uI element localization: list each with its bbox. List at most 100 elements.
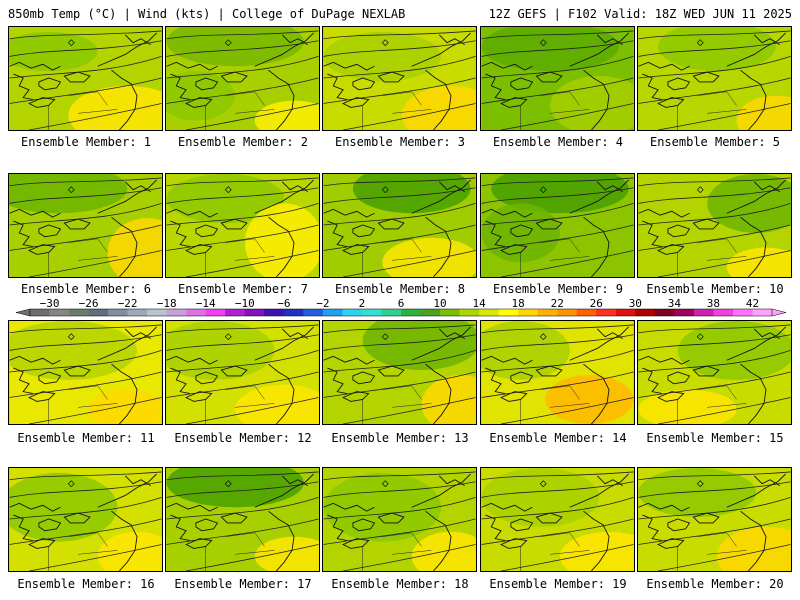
colorbar-swatch	[381, 309, 402, 316]
colorbar-swatch	[732, 309, 753, 316]
ensemble-map-panel	[637, 467, 792, 572]
colorbar-tick-label: −30	[40, 297, 60, 310]
ensemble-member-caption: Ensemble Member: 13	[331, 431, 469, 445]
colorbar-swatch	[205, 309, 226, 316]
colorbar-swatch	[615, 309, 636, 316]
ensemble-member-caption: Ensemble Member: 5	[649, 135, 781, 149]
model-valid-time: 12Z GEFS | F102 Valid: 18Z WED JUN 11 20…	[488, 7, 792, 21]
ensemble-member-caption: Ensemble Member: 11	[17, 431, 155, 445]
ensemble-map-panel	[637, 26, 792, 131]
ensemble-map-panel	[165, 320, 320, 425]
colorbar-swatch	[654, 309, 675, 316]
colorbar-tick-label: 38	[707, 297, 720, 310]
ensemble-member-caption: Ensemble Member: 2	[177, 135, 309, 149]
ensemble-map-panel	[8, 467, 163, 572]
colorbar-tick-label: 2	[359, 297, 366, 310]
colorbar-swatch	[342, 309, 363, 316]
colorbar-swatch	[88, 309, 109, 316]
ensemble-member-caption: Ensemble Member: 9	[492, 282, 624, 296]
colorbar-swatch	[674, 309, 695, 316]
colorbar-swatch	[401, 309, 421, 316]
ensemble-map-panel	[165, 467, 320, 572]
ensemble-map-panel	[322, 26, 477, 131]
temperature-colorbar: −30 −26 −22 −18 −14 −10 −6 −2 2 6 10 14 18 22 26 30 34 38…	[15, 297, 787, 317]
ensemble-map-panel	[8, 26, 163, 131]
colorbar-tick-label: 6	[398, 297, 405, 310]
colorbar-swatch	[498, 309, 519, 316]
colorbar-swatch	[361, 309, 382, 316]
colorbar-swatch	[537, 309, 558, 316]
colorbar-tick-label: 18	[512, 297, 525, 310]
colorbar-swatch	[440, 309, 460, 316]
ensemble-member-caption: Ensemble Member: 1	[20, 135, 152, 149]
colorbar-tick-label: 22	[551, 297, 564, 310]
colorbar-tick-label: 26	[590, 297, 603, 310]
ensemble-member-caption: Ensemble Member: 14	[489, 431, 627, 445]
ensemble-map-panel	[480, 26, 635, 131]
colorbar-tick-label: 10	[433, 297, 446, 310]
ensemble-map-panel	[480, 173, 635, 278]
colorbar-swatch	[303, 309, 324, 316]
ensemble-member-caption: Ensemble Member: 8	[334, 282, 466, 296]
colorbar-tick-label: 30	[629, 297, 642, 310]
ensemble-member-caption: Ensemble Member: 17	[174, 577, 312, 591]
colorbar-right-arrow	[771, 308, 787, 317]
colorbar-swatch	[420, 309, 441, 316]
ensemble-map-panel	[480, 320, 635, 425]
colorbar-swatch	[30, 309, 50, 316]
ensemble-map-panel	[637, 320, 792, 425]
colorbar-tick-label: −22	[118, 297, 138, 310]
colorbar-swatch	[752, 309, 773, 316]
ensemble-map-panel	[480, 467, 635, 572]
colorbar-swatch	[459, 309, 480, 316]
colorbar-swatch	[479, 309, 499, 316]
colorbar-frame	[29, 308, 773, 317]
colorbar-tick-label: −18	[157, 297, 177, 310]
ensemble-member-caption: Ensemble Member: 10	[646, 282, 784, 296]
map-title: 850mb Temp (°C) | Wind (kts) | College o…	[8, 7, 406, 21]
colorbar-tick-label: −2	[316, 297, 329, 310]
colorbar-tick-label: 42	[746, 297, 759, 310]
colorbar-left-arrow	[15, 308, 31, 317]
colorbar-swatch	[264, 309, 285, 316]
ensemble-member-caption: Ensemble Member: 16	[17, 577, 155, 591]
ensemble-member-caption: Ensemble Member: 12	[174, 431, 312, 445]
colorbar-swatch	[49, 309, 70, 316]
colorbar-swatch	[635, 309, 656, 316]
ensemble-map-panel	[322, 173, 477, 278]
colorbar-swatch	[69, 309, 89, 316]
ensemble-map-panel	[165, 26, 320, 131]
ensemble-member-caption: Ensemble Member: 6	[20, 282, 152, 296]
colorbar-swatch	[557, 309, 578, 316]
colorbar-swatch	[283, 309, 304, 316]
colorbar-swatch	[518, 309, 538, 316]
colorbar-swatch	[322, 309, 343, 316]
colorbar-tick-label: −26	[79, 297, 99, 310]
ensemble-map-panel	[637, 173, 792, 278]
ensemble-map-panel	[8, 320, 163, 425]
ensemble-member-caption: Ensemble Member: 18	[331, 577, 469, 591]
colorbar-swatch	[186, 309, 207, 316]
ensemble-member-caption: Ensemble Member: 7	[177, 282, 309, 296]
ensemble-map-panel	[322, 320, 477, 425]
ensemble-member-caption: Ensemble Member: 4	[492, 135, 624, 149]
ensemble-map-panel	[8, 173, 163, 278]
colorbar-swatch	[713, 309, 734, 316]
ensemble-map-panel	[165, 173, 320, 278]
colorbar-swatch	[596, 309, 617, 316]
colorbar-tick-label: −10	[235, 297, 255, 310]
colorbar-swatch	[225, 309, 246, 316]
ensemble-member-caption: Ensemble Member: 15	[646, 431, 784, 445]
colorbar-swatch	[244, 309, 265, 316]
colorbar-tick-label: 34	[668, 297, 682, 310]
colorbar-tick-label: −6	[277, 297, 290, 310]
colorbar-tick-label: 14	[472, 297, 486, 310]
ensemble-member-caption: Ensemble Member: 20	[646, 577, 784, 591]
colorbar-swatch	[147, 309, 167, 316]
ensemble-member-caption: Ensemble Member: 19	[489, 577, 627, 591]
colorbar-swatch	[108, 309, 128, 316]
colorbar-swatch	[693, 309, 714, 316]
colorbar-swatch	[127, 309, 148, 316]
ensemble-member-caption: Ensemble Member: 3	[334, 135, 466, 149]
colorbar-swatch	[576, 309, 597, 316]
